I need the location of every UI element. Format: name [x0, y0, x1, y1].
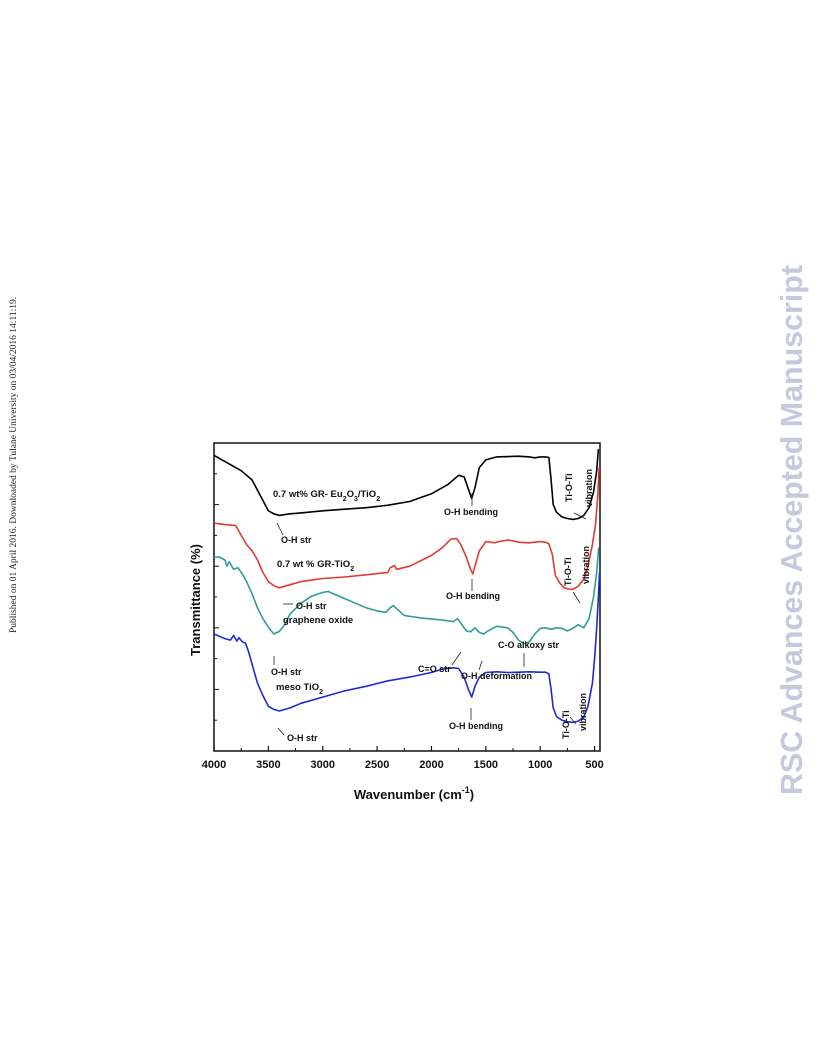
series-label-gr-eu2o3-tio2: 0.7 wt% GR- Eu2O3/TiO2 [273, 489, 380, 503]
x-tick-label: 1500 [474, 759, 498, 771]
annotation-label: Ti-O-Ti [561, 710, 571, 739]
annotation-label: Ti-O-Ti [564, 473, 574, 502]
x-axis-title: Wavenumber (cm-1) [354, 785, 474, 802]
side-note-text: Published on 01 April 2016. Downloaded b… [9, 297, 19, 633]
annotation-label: vibration [584, 469, 594, 507]
leader-line [573, 512, 587, 520]
leader-line [569, 716, 577, 725]
y-axis-ticks [214, 442, 219, 752]
annotation-label: O-H bending [444, 507, 498, 517]
annotation-label: vibration [578, 693, 588, 731]
series-gr-tio2 [213, 467, 600, 591]
annotation-label: O-H str [281, 535, 312, 545]
watermark-text: RSC Advances Accepted Manuscript [774, 265, 809, 795]
series-label-gr-tio2: 0.7 wt % GR-TiO2 [277, 559, 354, 573]
x-tick-label: 2500 [365, 759, 389, 771]
leader-line [478, 660, 483, 671]
leader-line [572, 591, 581, 604]
annotation-label: O-H str [271, 667, 302, 677]
publication-side-note: Published on 01 April 2016. Downloaded b… [9, 297, 19, 633]
series-graphene-oxide [214, 547, 600, 645]
annotation-label: vibration [581, 546, 591, 584]
annotation-label: C-O alkoxy str [498, 640, 560, 650]
series-layer [213, 449, 601, 724]
x-tick-label: 500 [585, 759, 603, 771]
y-axis-title: Transmittance (%) [188, 544, 203, 656]
x-tick-label: 3000 [310, 759, 334, 771]
annotation-leaders [273, 493, 587, 736]
annotation-label: Ti-O-Ti [563, 557, 573, 586]
annotation-label: O-H bending [446, 591, 500, 601]
plot-frame [213, 442, 601, 752]
annotation-layer: O-H str O-H bending Ti-O-Ti vibration O-… [271, 469, 594, 743]
x-tick-label: 2000 [419, 759, 443, 771]
leader-line [276, 522, 284, 536]
annotation-label: O-H str [296, 601, 327, 611]
plot-area: 4000 3500 3000 2500 2000 1500 1000 500 [202, 442, 604, 771]
x-tick-label: 4000 [202, 759, 226, 771]
leader-line [451, 651, 462, 666]
series-gr-eu2o3-tio2 [213, 449, 600, 521]
annotation-label: O-H deformation [461, 671, 532, 681]
x-axis-ticks: 4000 3500 3000 2500 2000 1500 1000 500 [202, 746, 604, 771]
annotation-label: O-H str [287, 733, 318, 743]
x-tick-label: 1000 [528, 759, 552, 771]
x-tick-label: 3500 [256, 759, 280, 771]
leader-line [277, 727, 285, 736]
series-label-meso-tio2: meso TiO2 [276, 682, 323, 696]
series-meso-tio2 [213, 572, 601, 724]
journal-watermark: RSC Advances Accepted Manuscript [774, 265, 809, 795]
annotation-label: C=O str [418, 664, 451, 674]
annotation-label: O-H bending [449, 721, 503, 731]
series-label-graphene-oxide: graphene oxide [283, 615, 353, 626]
